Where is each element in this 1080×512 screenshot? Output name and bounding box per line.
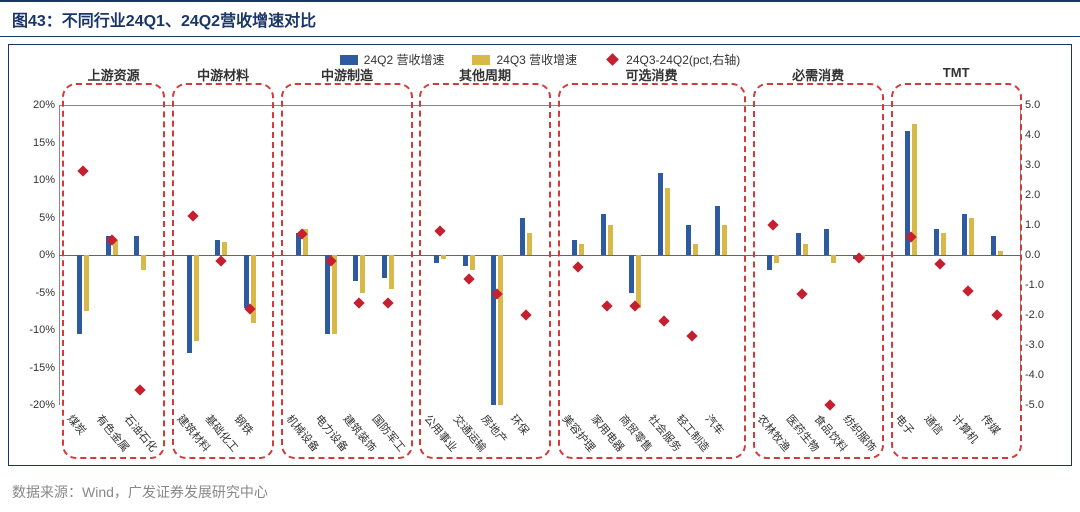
group-box: TMT [891,83,1022,459]
group-box: 上游资源 [62,83,165,459]
group-label: 其他周期 [421,65,548,84]
group-box: 中游材料 [172,83,275,459]
y-right-tick: -3.0 [1025,339,1059,351]
y-left-tick: -20% [17,399,55,411]
group-label: TMT [893,65,1020,80]
group-label: 上游资源 [64,65,163,84]
y-right-tick: 4.0 [1025,129,1059,141]
y-left-tick: -10% [17,324,55,336]
y-left-tick: -5% [17,287,55,299]
group-label: 中游材料 [174,65,273,84]
source-text: 数据来源：Wind，广发证券发展研究中心 [12,482,268,502]
y-right-tick: -1.0 [1025,279,1059,291]
group-box: 可选消费 [558,83,746,459]
y-right-tick: 0.0 [1025,249,1059,261]
y-left-tick: -15% [17,362,55,374]
y-right-tick: 1.0 [1025,219,1059,231]
y-right-tick: -5.0 [1025,399,1059,411]
legend-swatch-blue [340,55,358,65]
chart-title: 图43：不同行业24Q1、24Q2营收增速对比 [0,0,1080,37]
y-left-tick: 15% [17,137,55,149]
legend-diamond-icon [606,53,619,66]
figure: 图43：不同行业24Q1、24Q2营收增速对比 24Q2 营收增速 24Q3 营… [0,0,1080,512]
y-left-tick: 5% [17,212,55,224]
chart-frame: 24Q2 营收增速 24Q3 营收增速 24Q3-24Q2(pct,右轴) -2… [8,44,1072,466]
y-right-tick: -2.0 [1025,309,1059,321]
y-left-tick: 10% [17,174,55,186]
legend-swatch-gold [472,55,490,65]
plot-area: -20%-15%-10%-5%0%5%10%15%20%-5.0-4.0-3.0… [59,105,1021,405]
group-box: 其他周期 [419,83,550,459]
y-right-tick: 2.0 [1025,189,1059,201]
y-left-tick: 20% [17,99,55,111]
y-right-tick: -4.0 [1025,369,1059,381]
group-label: 可选消费 [560,65,744,84]
y-left-tick: 0% [17,249,55,261]
y-right-tick: 3.0 [1025,159,1059,171]
group-box: 中游制造 [281,83,412,459]
group-box: 必需消费 [753,83,884,459]
group-label: 中游制造 [283,65,410,84]
y-right-tick: 5.0 [1025,99,1059,111]
group-label: 必需消费 [755,65,882,84]
